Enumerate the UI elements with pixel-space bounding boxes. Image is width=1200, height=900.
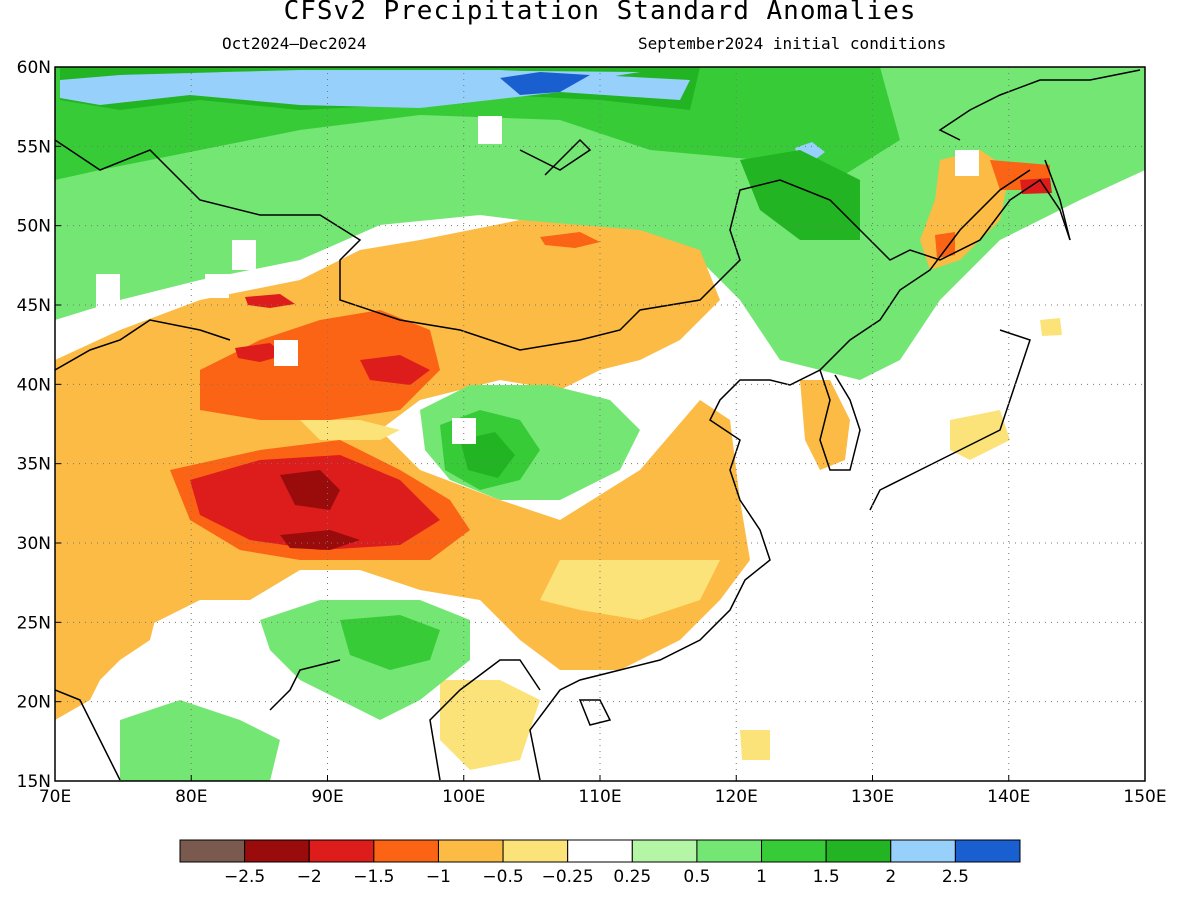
latitude-labels: 15N 20N 25N 30N 35N 40N 45N 50N 55N 60N — [17, 58, 51, 792]
colorbar-label: −1.5 — [353, 867, 394, 887]
colorbar-label: 0.5 — [683, 867, 710, 887]
colorbar-swatch — [696, 839, 763, 863]
lon-tick-label: 110E — [578, 787, 621, 807]
colorbar-label: −0.5 — [482, 867, 523, 887]
anomaly-region — [540, 560, 720, 620]
lat-tick-label: 60N — [17, 58, 51, 78]
anomaly-region — [1040, 318, 1062, 336]
colorbar-label: −0.25 — [542, 867, 594, 887]
lat-tick-label: 15N — [17, 772, 51, 792]
colorbar-swatch — [308, 839, 375, 863]
colorbar-swatch — [373, 839, 439, 863]
colorbar-swatch — [761, 839, 827, 863]
colorbar-label: −1 — [426, 867, 451, 887]
anomaly-region — [280, 530, 360, 550]
lon-tick-label: 120E — [715, 787, 758, 807]
anomaly-region — [245, 294, 295, 308]
lat-tick-label: 50N — [17, 217, 51, 237]
anomaly-region — [740, 730, 770, 760]
lon-tick-label: 130E — [851, 787, 894, 807]
anomaly-region — [360, 355, 430, 385]
lat-tick-label: 55N — [17, 137, 51, 157]
lon-tick-label: 80E — [175, 787, 207, 807]
anomaly-region — [280, 470, 340, 510]
anomaly-region — [935, 232, 955, 258]
colorbar-swatch — [631, 839, 698, 863]
initial-conditions: September2024 initial conditions — [638, 34, 947, 53]
colorbar-swatch — [567, 839, 633, 863]
colorbar-label: 2.5 — [942, 867, 969, 887]
colorbar-label: −2 — [297, 867, 322, 887]
coastlines — [55, 69, 1141, 781]
colorbar-swatch — [244, 839, 310, 863]
anomaly-region — [440, 680, 540, 770]
colorbar-swatch — [502, 839, 569, 863]
colorbar-swatch — [437, 839, 504, 863]
anomaly-region — [300, 420, 400, 440]
colorbar-swatch — [825, 839, 892, 863]
forecast-period: Oct2024–Dec2024 — [222, 34, 367, 53]
lat-tick-label: 45N — [17, 296, 51, 316]
lat-tick-label: 25N — [17, 613, 51, 633]
colorbar-label: −2.5 — [224, 867, 265, 887]
colorbar-swatch — [954, 839, 1021, 863]
anomaly-region — [540, 232, 600, 248]
colorbar-label: 0.25 — [613, 867, 651, 887]
map-frame — [54, 66, 1146, 782]
lat-tick-label: 40N — [17, 375, 51, 395]
colorbar: −2.5 −2 −1.5 −1 −0.5 −0.25 0.25 0.5 1 1.5 2 2.5 — [179, 839, 1021, 887]
colorbar-swatch — [179, 839, 246, 863]
lon-tick-label: 90E — [311, 787, 343, 807]
anomaly-region — [740, 150, 860, 240]
lat-tick-label: 20N — [17, 693, 51, 713]
lon-tick-label: 140E — [987, 787, 1030, 807]
anomaly-region — [200, 310, 440, 420]
colorbar-swatch — [890, 839, 956, 863]
anomaly-region — [235, 343, 285, 362]
anomaly-region — [500, 72, 590, 95]
lat-tick-label: 35N — [17, 455, 51, 475]
anomaly-region — [340, 615, 440, 670]
anomaly-region — [120, 700, 280, 781]
colorbar-label: 1 — [756, 867, 767, 887]
anomaly-region — [1020, 178, 1052, 194]
longitude-labels: 70E 80E 90E 100E 110E 120E 130E 140E 150E — [39, 787, 1167, 807]
anomaly-region — [800, 380, 850, 470]
colorbar-label: 1.5 — [813, 867, 840, 887]
lon-tick-label: 70E — [39, 787, 71, 807]
anomaly-region — [55, 540, 160, 690]
lat-tick-label: 30N — [17, 534, 51, 554]
map-title: CFSv2 Precipitation Standard Anomalies — [283, 0, 917, 26]
colorbar-label: 2 — [885, 867, 896, 887]
lon-tick-label: 100E — [442, 787, 485, 807]
lon-tick-label: 150E — [1123, 787, 1166, 807]
